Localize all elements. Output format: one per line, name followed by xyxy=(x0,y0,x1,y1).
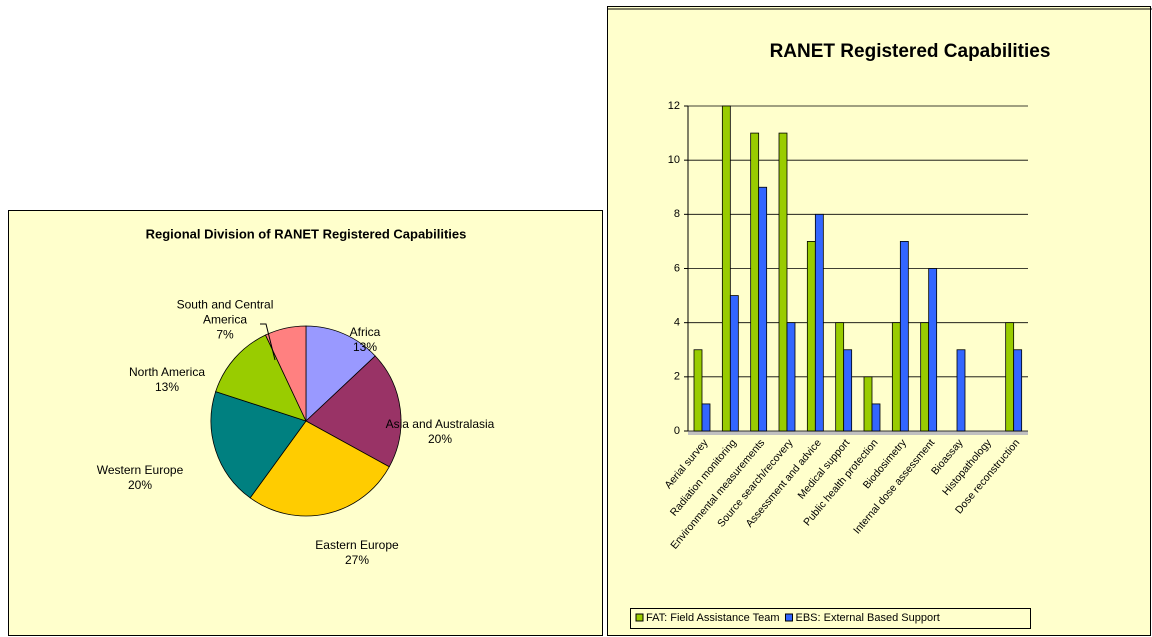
bar-title: RANET Registered Capabilities xyxy=(770,41,1051,62)
pie-label: Asia and Australasia 20% xyxy=(380,417,500,447)
pie-label-name: Africa xyxy=(349,325,381,339)
y-tick-label: 10 xyxy=(668,154,680,166)
pie-label-name: Western Europe xyxy=(96,463,184,477)
bar xyxy=(863,376,873,432)
pie-label-name: Asia and Australasia xyxy=(385,417,495,431)
bar xyxy=(899,241,909,432)
pie-label: Africa 13% xyxy=(305,325,425,355)
pie-label: South and Central America 7% xyxy=(165,298,285,343)
pie-label-value: 7% xyxy=(216,327,234,342)
pie-slice xyxy=(305,325,376,422)
pie-label-value: 27% xyxy=(344,553,370,567)
pie-slice xyxy=(210,391,307,499)
bar xyxy=(786,322,796,432)
bar xyxy=(920,322,930,432)
legend-box xyxy=(630,608,1031,629)
pie-label-value: 20% xyxy=(127,478,153,492)
pie-slice xyxy=(215,334,307,422)
bar xyxy=(750,132,760,432)
bar xyxy=(928,268,938,432)
pie-label-value: 20% xyxy=(427,432,453,446)
bar xyxy=(758,186,768,432)
bar xyxy=(1005,322,1015,432)
y-tick-label: 12 xyxy=(668,100,680,112)
pie-slice xyxy=(265,325,307,422)
bar xyxy=(721,105,731,432)
legend-label: FAT: Field Assistance Team xyxy=(646,612,779,624)
y-tick-label: 8 xyxy=(674,208,680,220)
y-tick-label: 2 xyxy=(674,371,680,383)
bar xyxy=(1013,349,1023,432)
pie-label: Eastern Europe 27% xyxy=(297,538,417,568)
legend-swatch xyxy=(784,613,793,622)
y-tick-label: 4 xyxy=(674,317,680,329)
legend-swatch xyxy=(635,613,644,622)
pie-title: Regional Division of RANET Registered Ca… xyxy=(146,226,467,241)
pie-slice xyxy=(305,355,402,468)
leader-line xyxy=(260,323,276,361)
bar xyxy=(891,322,901,432)
pie-slice xyxy=(249,420,390,517)
bar xyxy=(701,403,711,432)
pie-label: Western Europe 20% xyxy=(80,463,200,493)
pie-label-name: North America xyxy=(128,365,206,379)
pie-label-value: 13% xyxy=(352,340,378,354)
legend-label: EBS: External Based Support xyxy=(795,612,939,624)
bar xyxy=(956,349,966,432)
bar xyxy=(871,403,881,432)
pie-label-name: Eastern Europe xyxy=(315,538,399,552)
y-tick-label: 0 xyxy=(674,425,680,437)
y-tick-label: 6 xyxy=(674,262,680,274)
bar xyxy=(693,349,703,432)
bar xyxy=(729,295,739,432)
bar xyxy=(835,322,845,432)
pie-label-name: South and Central America xyxy=(176,297,274,327)
pie-label-value: 13% xyxy=(154,380,180,394)
pie-label: North America 13% xyxy=(107,365,227,395)
bar xyxy=(806,241,816,432)
bar-panel xyxy=(607,6,1151,636)
plot-floor xyxy=(688,431,1028,435)
bar xyxy=(778,132,788,432)
bar xyxy=(843,349,853,432)
bar xyxy=(814,213,824,432)
